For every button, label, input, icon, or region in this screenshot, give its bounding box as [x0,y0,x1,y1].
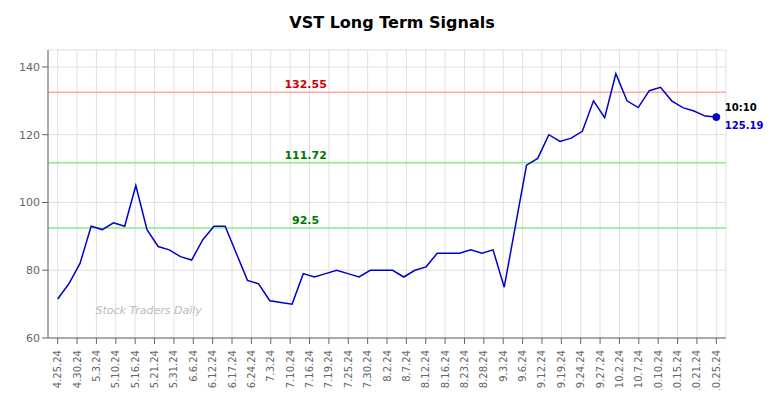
svg-text:10.2.24: 10.2.24 [614,350,625,388]
svg-text:6.17.24: 6.17.24 [227,350,238,388]
svg-text:5.10.24: 5.10.24 [110,350,121,388]
svg-text:8.7.24: 8.7.24 [401,350,412,382]
svg-text:60: 60 [26,332,40,345]
svg-text:9.24.24: 9.24.24 [575,350,586,388]
svg-text:10:10: 10:10 [725,102,757,113]
svg-text:7.19.24: 7.19.24 [323,350,334,388]
svg-text:9.6.24: 9.6.24 [517,350,528,382]
svg-text:4.25.24: 4.25.24 [52,350,63,388]
svg-text:80: 80 [26,264,40,277]
svg-text:6.6.24: 6.6.24 [188,350,199,382]
svg-text:10.25.24: 10.25.24 [711,350,722,390]
svg-text:132.55: 132.55 [284,78,326,91]
svg-text:9.19.24: 9.19.24 [556,350,567,388]
svg-text:120: 120 [19,129,40,142]
svg-text:5.31.24: 5.31.24 [168,350,179,388]
svg-text:7.30.24: 7.30.24 [362,350,373,388]
svg-text:10.21.24: 10.21.24 [691,350,702,390]
html-text:VST Long Term Signals: VST Long Term Signals [289,13,495,32]
svg-text:8.28.24: 8.28.24 [478,350,489,388]
svg-text:111.72: 111.72 [284,149,326,162]
svg-text:100: 100 [19,196,40,209]
svg-text:4.30.24: 4.30.24 [72,350,83,388]
svg-text:7.3.24: 7.3.24 [265,350,276,382]
svg-text:92.5: 92.5 [292,214,319,227]
svg-text:7.10.24: 7.10.24 [285,350,296,388]
html-text:Stock Traders Daily: Stock Traders Daily [95,303,202,317]
svg-text:125.19: 125.19 [725,120,764,131]
svg-text:5.21.24: 5.21.24 [149,350,160,388]
svg-text:7.25.24: 7.25.24 [343,350,354,388]
svg-text:7.16.24: 7.16.24 [304,350,315,388]
svg-text:5.16.24: 5.16.24 [130,350,141,388]
svg-text:9.27.24: 9.27.24 [595,350,606,388]
svg-text:10.7.24: 10.7.24 [633,350,644,388]
svg-text:10.10.24: 10.10.24 [653,350,664,390]
svg-text:8.16.24: 8.16.24 [440,350,451,388]
svg-text:9.3.24: 9.3.24 [498,350,509,382]
svg-text:8.2.24: 8.2.24 [382,350,393,382]
svg-text:140: 140 [19,61,40,74]
svg-text:9.12.24: 9.12.24 [536,350,547,388]
svg-text:10.15.24: 10.15.24 [672,350,683,390]
svg-text:5.3.24: 5.3.24 [91,350,102,382]
svg-text:6.24.24: 6.24.24 [246,350,257,388]
svg-text:8.23.24: 8.23.24 [459,350,470,388]
svg-text:8.12.24: 8.12.24 [420,350,431,388]
svg-text:6.12.24: 6.12.24 [207,350,218,388]
